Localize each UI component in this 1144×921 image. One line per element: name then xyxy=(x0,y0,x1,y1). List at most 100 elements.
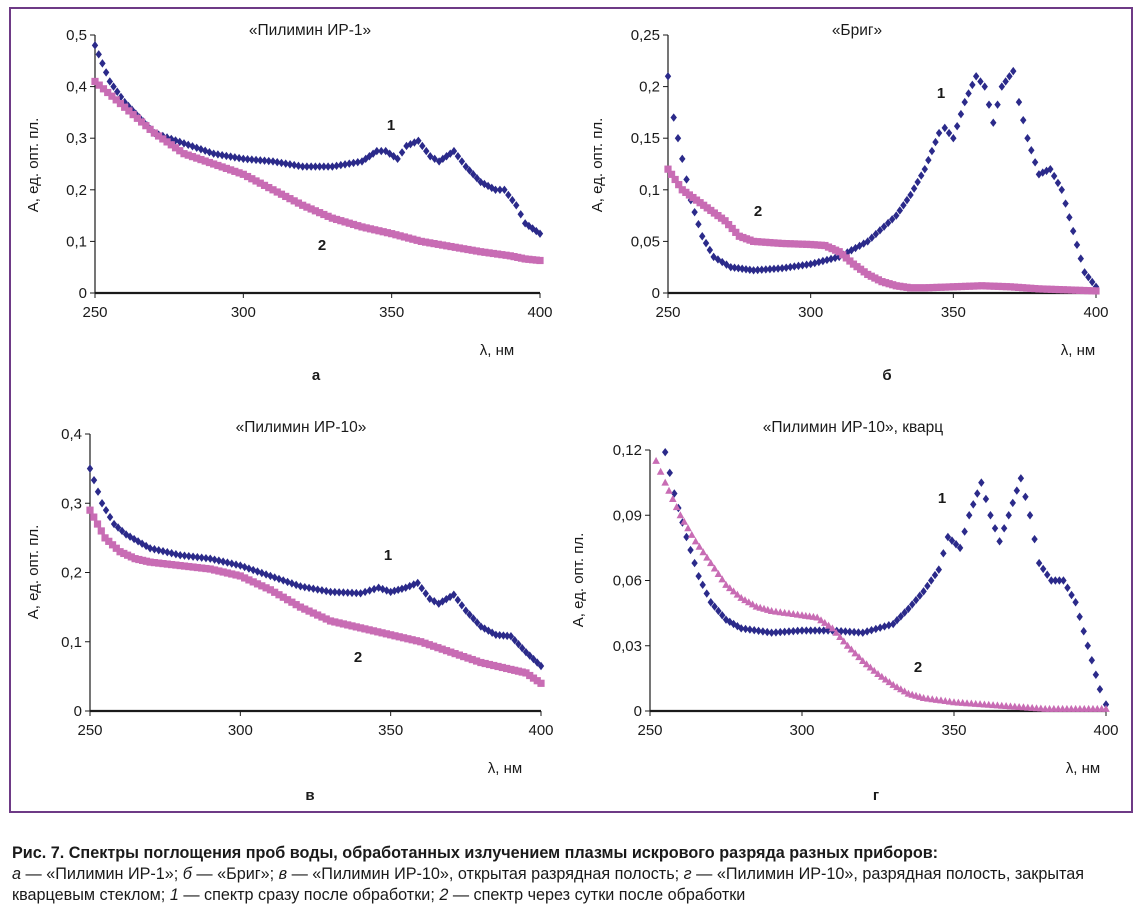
data-point xyxy=(990,118,997,127)
data-point xyxy=(286,195,294,203)
data-point xyxy=(138,539,146,548)
curve-label-1: 1 xyxy=(387,117,395,134)
data-point xyxy=(1044,570,1051,579)
data-point xyxy=(337,217,345,225)
data-point xyxy=(831,253,839,263)
data-point xyxy=(155,559,163,567)
data-point xyxy=(511,635,518,645)
data-point xyxy=(102,505,110,515)
data-point xyxy=(754,238,762,246)
data-point xyxy=(496,630,503,640)
data-point xyxy=(123,551,132,559)
data-point xyxy=(521,255,529,263)
data-point xyxy=(702,238,710,248)
data-point xyxy=(207,554,214,563)
data-point xyxy=(210,566,219,574)
data-point xyxy=(249,578,257,586)
y-tick-label: 0,1 xyxy=(639,182,660,199)
data-point xyxy=(667,170,676,178)
data-point xyxy=(354,222,362,230)
y-tick-label: 0,06 xyxy=(613,573,642,590)
data-point xyxy=(738,264,746,273)
data-point xyxy=(232,560,240,569)
x-axis-label: λ, нм xyxy=(488,760,522,777)
data-point xyxy=(781,627,788,636)
data-point xyxy=(477,658,485,667)
data-point xyxy=(314,611,322,619)
data-point xyxy=(1031,534,1038,544)
data-point xyxy=(832,628,840,636)
data-point xyxy=(193,563,201,572)
data-point xyxy=(176,561,184,570)
data-point xyxy=(1056,576,1063,585)
data-point xyxy=(273,188,281,196)
data-point xyxy=(728,224,736,233)
charts-svg: 0 0,1 0,2 0,3 0,4 0,5 250 300 350 400 «Пилимин ИР-… xyxy=(25,22,1119,804)
x-tick-label: 400 xyxy=(1083,304,1108,321)
data-point xyxy=(1010,66,1017,76)
data-point xyxy=(248,175,256,183)
series-2 xyxy=(652,456,1110,712)
data-point xyxy=(458,157,466,166)
data-point xyxy=(855,628,862,637)
data-point xyxy=(1052,576,1059,585)
data-point xyxy=(837,626,845,636)
data-point xyxy=(94,487,102,496)
data-point xyxy=(859,656,867,664)
data-point xyxy=(340,588,347,597)
caption-one-text: — спектр сразу после обработки; xyxy=(178,886,440,904)
caption-title: Рис. 7. Спектры поглощения проб воды, об… xyxy=(12,844,939,862)
data-point xyxy=(366,586,373,595)
data-point xyxy=(897,612,904,621)
data-point xyxy=(699,232,706,241)
data-point xyxy=(337,160,345,170)
data-point xyxy=(339,620,348,628)
data-point xyxy=(823,255,831,265)
data-point xyxy=(674,134,682,143)
data-point xyxy=(880,222,888,231)
data-point xyxy=(885,621,893,630)
x-tick-label: 350 xyxy=(941,722,966,739)
data-point xyxy=(1066,213,1073,222)
data-point xyxy=(215,556,223,565)
data-point xyxy=(1010,283,1019,291)
x-tick-label: 350 xyxy=(379,304,404,321)
data-point xyxy=(127,553,135,561)
data-point xyxy=(421,639,429,647)
data-point xyxy=(327,587,334,597)
y-tick-label: 0,1 xyxy=(61,634,82,651)
data-point xyxy=(159,559,167,568)
data-point xyxy=(488,628,496,637)
y-tick-label: 0,05 xyxy=(631,233,660,250)
data-point xyxy=(188,153,197,161)
data-point xyxy=(354,157,361,167)
data-point xyxy=(382,630,390,638)
data-point xyxy=(723,260,730,269)
data-point xyxy=(719,257,726,267)
data-point xyxy=(97,527,105,535)
data-point xyxy=(699,580,706,590)
data-point xyxy=(446,592,454,602)
data-point xyxy=(518,668,526,676)
data-point xyxy=(269,157,277,166)
data-point xyxy=(840,637,848,645)
data-point xyxy=(537,661,545,671)
data-point xyxy=(299,162,306,171)
data-point xyxy=(442,647,451,655)
data-point xyxy=(102,68,110,77)
y-tick-label: 0,15 xyxy=(631,130,660,147)
curve-label-1: 1 xyxy=(938,490,946,507)
data-point xyxy=(369,627,378,635)
data-point xyxy=(290,197,298,205)
caption-a-letter: а xyxy=(12,865,22,883)
series-1 xyxy=(664,66,1100,292)
data-point xyxy=(1088,277,1096,287)
data-point xyxy=(683,175,690,184)
caption-two: 2 xyxy=(439,886,449,904)
data-point xyxy=(185,562,193,571)
data-point xyxy=(422,589,429,598)
data-point xyxy=(1048,576,1055,585)
data-point xyxy=(275,574,283,584)
data-point xyxy=(972,72,980,81)
data-point xyxy=(458,601,466,610)
